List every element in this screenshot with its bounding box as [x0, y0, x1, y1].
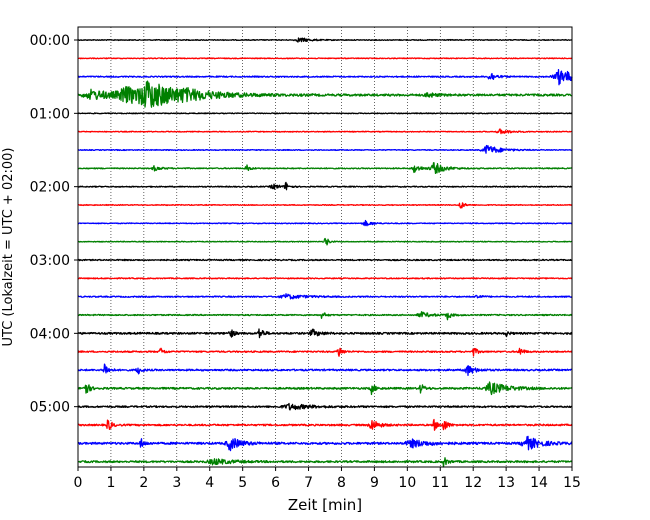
trace-0430: [77, 363, 573, 377]
x-tick-label: 8: [337, 475, 346, 491]
y-axis-label: UTC (Lokalzeit = UTC + 02:00): [1, 148, 16, 347]
x-tick-label: 14: [530, 475, 548, 491]
y-tick-label: 02:00: [30, 180, 70, 196]
x-tick-label: 11: [431, 475, 449, 491]
trace-0000: [77, 37, 573, 43]
trace-0115: [77, 128, 573, 135]
y-tick-label: 04:00: [30, 326, 70, 342]
trace-0345: [77, 311, 573, 321]
trace-0515: [77, 418, 573, 431]
x-tick-label: 15: [563, 475, 581, 491]
trace-0415: [77, 347, 573, 357]
x-tick-label: 13: [497, 475, 515, 491]
x-tick-label: 7: [304, 475, 313, 491]
trace-0330: [77, 293, 573, 300]
trace-0315: [77, 277, 573, 280]
x-tick-label: 12: [464, 475, 482, 491]
trace-0445: [77, 381, 573, 396]
trace-0045: [77, 80, 573, 108]
trace-0245: [77, 237, 573, 246]
trace-0545: [77, 457, 573, 468]
trace-0145: [77, 162, 573, 175]
y-tick-label: 00:00: [30, 33, 70, 49]
y-tick-label: 05:00: [30, 400, 70, 416]
x-axis-label: Zeit [min]: [288, 496, 362, 514]
y-axis-ticks: 00:00 01:00 02:00 03:00 04:00 05:00: [30, 33, 78, 416]
x-tick-label: 6: [271, 475, 280, 491]
plot-frame: [77, 26, 573, 468]
x-tick-label: 1: [106, 475, 115, 491]
trace-0230: [77, 219, 573, 227]
trace-0200: [77, 181, 573, 191]
trace-0130: [77, 144, 573, 154]
y-tick-label: 01:00: [30, 106, 70, 122]
trace-0500: [77, 402, 573, 411]
x-axis-ticks: 0 1 2 3 4 5 6 7 8 9 10 11 12 13 14 15: [74, 467, 581, 491]
x-tick-label: 3: [172, 475, 181, 491]
x-tick-label: 10: [398, 475, 416, 491]
x-tick-label: 0: [74, 475, 83, 491]
trace-0400: [77, 328, 573, 339]
minute-grid: [110, 27, 540, 467]
trace-0215: [77, 202, 573, 209]
y-tick-label: 03:00: [30, 253, 70, 269]
x-tick-label: 9: [370, 475, 379, 491]
trace-group: [77, 37, 573, 468]
x-tick-label: 2: [139, 475, 148, 491]
trace-0300: [77, 258, 573, 262]
trace-0530: [77, 435, 573, 452]
trace-0100: [77, 112, 573, 115]
trace-0015: [77, 57, 573, 60]
x-tick-label: 5: [238, 475, 247, 491]
trace-0030: [77, 69, 573, 86]
x-tick-label: 4: [205, 475, 214, 491]
